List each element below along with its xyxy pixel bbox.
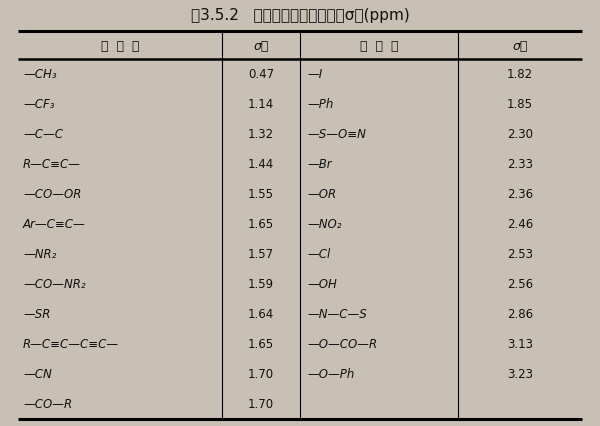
Text: Ar—C≡C—: Ar—C≡C—	[23, 218, 86, 231]
Text: —OH: —OH	[308, 278, 338, 291]
Text: 1.65: 1.65	[248, 338, 274, 351]
Text: R—C≡C—: R—C≡C—	[23, 158, 81, 171]
Text: —CN: —CN	[23, 368, 52, 380]
Text: 0.47: 0.47	[248, 68, 274, 81]
Text: 1.59: 1.59	[248, 278, 274, 291]
Text: —CH₃: —CH₃	[23, 68, 56, 81]
Text: 取  代  基: 取 代 基	[360, 40, 398, 52]
Text: 2.36: 2.36	[507, 188, 533, 201]
Text: 1.44: 1.44	[248, 158, 274, 171]
Text: —Ph: —Ph	[308, 98, 334, 111]
Text: —C—C: —C—C	[23, 128, 63, 141]
Text: σ值: σ值	[253, 40, 269, 52]
Text: —Br: —Br	[308, 158, 332, 171]
Text: 1.82: 1.82	[507, 68, 533, 81]
Text: —O—CO—R: —O—CO—R	[308, 338, 378, 351]
Text: —I: —I	[308, 68, 323, 81]
Text: 2.33: 2.33	[507, 158, 533, 171]
Text: 2.86: 2.86	[507, 308, 533, 321]
Text: —CF₃: —CF₃	[23, 98, 55, 111]
Text: σ值: σ值	[512, 40, 527, 52]
Text: 2.53: 2.53	[507, 248, 533, 261]
Text: 表3.5.2   舒里公式中各取代基的σ值(ppm): 表3.5.2 舒里公式中各取代基的σ值(ppm)	[191, 8, 409, 23]
Text: —S—O≡N: —S—O≡N	[308, 128, 367, 141]
Text: R—C≡C—C≡C—: R—C≡C—C≡C—	[23, 338, 119, 351]
Text: —OR: —OR	[308, 188, 337, 201]
Text: —CO—NR₂: —CO—NR₂	[23, 278, 86, 291]
Text: 2.56: 2.56	[507, 278, 533, 291]
Text: 2.46: 2.46	[507, 218, 533, 231]
Text: —Cl: —Cl	[308, 248, 331, 261]
Text: —CO—R: —CO—R	[23, 397, 72, 411]
Text: 1.70: 1.70	[248, 368, 274, 380]
Text: 1.14: 1.14	[248, 98, 274, 111]
Text: —O—Ph: —O—Ph	[308, 368, 355, 380]
Text: 3.13: 3.13	[507, 338, 533, 351]
Text: —NO₂: —NO₂	[308, 218, 343, 231]
Text: 取  代  基: 取 代 基	[101, 40, 139, 52]
Text: 1.85: 1.85	[507, 98, 533, 111]
Text: 1.64: 1.64	[248, 308, 274, 321]
Text: 1.55: 1.55	[248, 188, 274, 201]
Text: 1.70: 1.70	[248, 397, 274, 411]
Text: —CO—OR: —CO—OR	[23, 188, 82, 201]
Text: 3.23: 3.23	[507, 368, 533, 380]
Text: 1.57: 1.57	[248, 248, 274, 261]
Text: 1.32: 1.32	[248, 128, 274, 141]
Text: 2.30: 2.30	[507, 128, 533, 141]
Text: 1.65: 1.65	[248, 218, 274, 231]
Text: —NR₂: —NR₂	[23, 248, 56, 261]
Text: —SR: —SR	[23, 308, 50, 321]
Text: —N—C—S: —N—C—S	[308, 308, 368, 321]
